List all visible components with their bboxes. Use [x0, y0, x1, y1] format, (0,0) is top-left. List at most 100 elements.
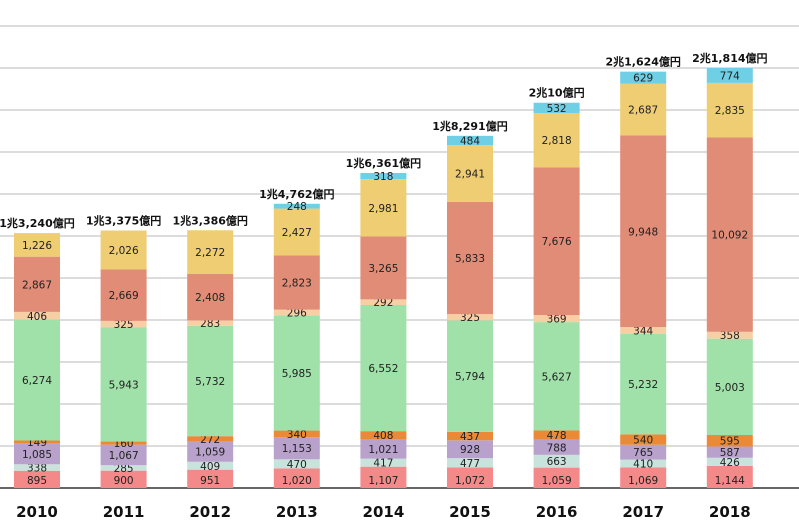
bar-segment	[187, 436, 234, 442]
data-label: 2,026	[109, 245, 139, 257]
bar-segment	[187, 461, 234, 470]
data-label: 540	[633, 435, 653, 447]
bar-segment	[187, 441, 234, 462]
data-label: 5,794	[455, 371, 485, 383]
x-tick-label: 2012	[189, 503, 231, 521]
data-label: 1,144	[715, 475, 745, 487]
bar-segment	[533, 467, 580, 488]
x-tick-label: 2015	[449, 503, 491, 521]
data-label: 629	[633, 73, 653, 85]
data-label: 283	[200, 318, 220, 330]
bar-segment	[360, 438, 407, 459]
data-label: 10,092	[711, 230, 748, 242]
data-label: 2,669	[109, 290, 139, 302]
bar-segment	[273, 309, 320, 316]
bar-segment	[620, 327, 667, 334]
bar-segment	[533, 439, 580, 455]
bar-segment	[706, 331, 753, 339]
data-label: 2,272	[195, 247, 225, 259]
bar-segment	[100, 327, 147, 442]
data-label: 409	[200, 461, 220, 473]
data-label: 5,985	[282, 368, 312, 380]
bar-segment	[706, 137, 753, 332]
bar-segment	[360, 466, 407, 488]
data-label: 663	[547, 456, 567, 468]
x-tick-label: 2011	[103, 503, 145, 521]
bar-segment	[360, 172, 407, 180]
bar-segment	[533, 167, 580, 316]
data-label: 410	[633, 458, 653, 470]
bar-segment	[447, 314, 493, 321]
bar-segment	[360, 236, 407, 300]
data-label: 296	[287, 307, 307, 319]
bar-segment	[360, 304, 407, 432]
bar-segment	[14, 440, 60, 444]
data-label: 340	[287, 429, 307, 441]
bar-segment	[447, 145, 493, 202]
bar-segment	[706, 68, 753, 83]
data-label: 406	[27, 311, 47, 323]
data-label: 1,153	[282, 443, 312, 455]
bar-segment	[100, 441, 147, 445]
data-label: 2,941	[455, 168, 485, 180]
data-label: 6,274	[22, 375, 52, 387]
total-label: 1兆8,291億円	[432, 119, 507, 133]
bar-segment	[620, 135, 667, 328]
data-label: 344	[633, 325, 653, 337]
data-label: 1,067	[109, 450, 139, 462]
x-tick-label: 2013	[276, 503, 318, 521]
bar-segment	[360, 299, 407, 305]
data-label: 318	[373, 171, 393, 183]
data-label: 765	[633, 447, 653, 459]
bar-segment	[273, 437, 320, 460]
data-label: 2,687	[628, 105, 658, 117]
bar-segment	[14, 470, 60, 488]
bar-segment	[447, 135, 493, 146]
bar-segment	[447, 440, 493, 459]
bar-segment	[14, 443, 60, 465]
bar-segment	[187, 274, 234, 321]
data-label: 325	[114, 319, 134, 331]
x-tick-label: 2010	[16, 503, 58, 521]
bar-segment	[533, 454, 580, 468]
bar-segment	[620, 333, 667, 435]
bar-segment	[273, 315, 320, 431]
data-label: 1,107	[368, 475, 398, 487]
bar-segment	[360, 458, 407, 467]
data-label: 1,059	[542, 475, 572, 487]
data-label: 3,265	[368, 263, 398, 275]
data-label: 272	[200, 434, 220, 446]
data-label: 595	[720, 436, 740, 448]
bar-segment	[533, 112, 580, 168]
total-label: 1兆3,375億円	[86, 213, 161, 227]
bar-segment	[187, 325, 234, 437]
data-label: 1,085	[22, 449, 52, 461]
bar-segment	[273, 203, 320, 209]
data-label: 1,021	[368, 444, 398, 456]
data-label: 7,676	[542, 236, 572, 248]
total-label: 1兆3,240億円	[0, 216, 75, 230]
data-label: 292	[373, 297, 393, 309]
data-label: 1,059	[195, 447, 225, 459]
data-label: 2,867	[22, 279, 52, 291]
data-label: 1,069	[628, 475, 658, 487]
data-label: 900	[114, 475, 134, 487]
data-label: 532	[547, 103, 567, 115]
bar-segment	[447, 458, 493, 468]
data-label: 426	[720, 457, 740, 469]
data-label: 928	[460, 444, 480, 456]
data-label: 478	[547, 430, 567, 442]
total-label: 1兆6,361億円	[346, 156, 421, 170]
bar-segment	[273, 255, 320, 310]
total-label: 1兆4,762億円	[259, 187, 334, 201]
data-label: 285	[114, 463, 134, 475]
total-label: 1兆3,386億円	[172, 213, 247, 227]
bar-segment	[706, 338, 753, 436]
total-label: 2兆1,624億円	[605, 55, 680, 69]
data-label: 1,020	[282, 475, 312, 487]
bar-segment	[533, 430, 580, 440]
bar-segment	[100, 320, 147, 328]
bar-segment	[273, 430, 320, 438]
bar-segment	[273, 459, 320, 469]
